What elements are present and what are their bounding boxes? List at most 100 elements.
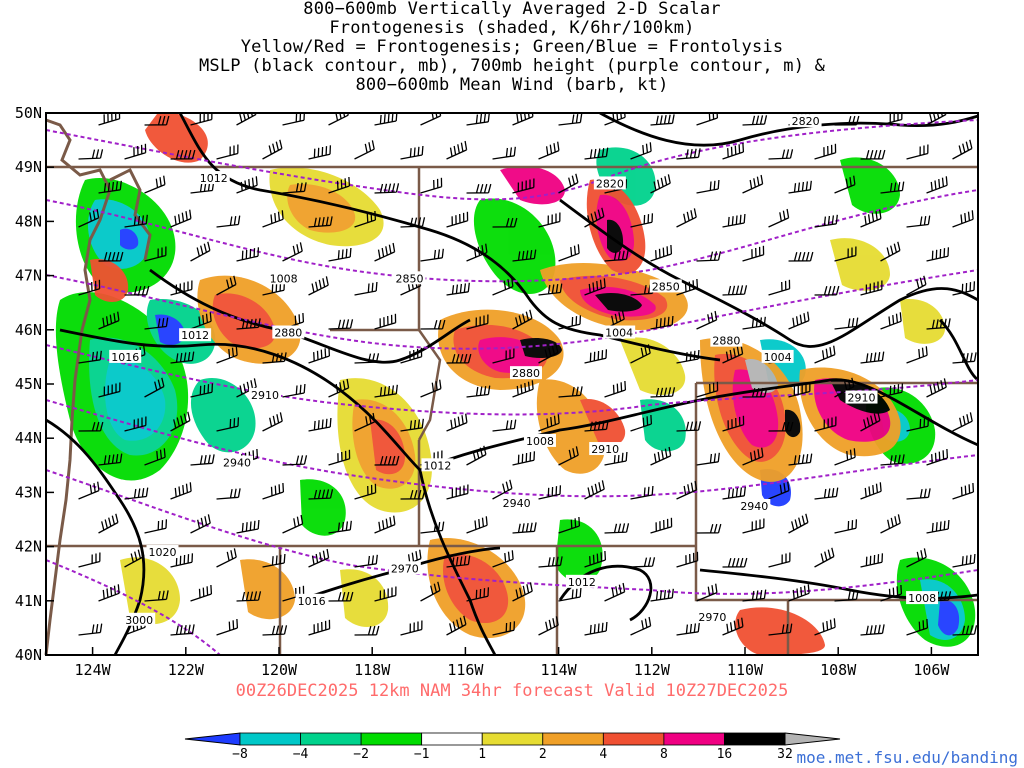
colorbar-label: −4	[292, 747, 309, 762]
height-contour-label: 2940	[740, 500, 768, 513]
height-contour-label: 3000	[125, 614, 153, 627]
wind-barb	[584, 550, 607, 568]
wind-barb	[722, 486, 746, 500]
height-contour-label: 2940	[503, 497, 531, 510]
height-contour-label: 2970	[391, 562, 419, 575]
wind-barb	[466, 516, 488, 534]
wind-barb	[400, 620, 423, 636]
wind-barb	[328, 113, 349, 126]
wind-barb	[834, 448, 856, 466]
wind-barb	[328, 176, 351, 194]
wind-barb	[328, 319, 354, 330]
wind-barb	[860, 482, 882, 500]
wind-barb	[742, 518, 765, 534]
wind-barb	[584, 147, 609, 160]
wind-barb	[236, 318, 261, 330]
wind-barb	[308, 489, 334, 500]
wind-barb	[98, 251, 124, 262]
wind-barb	[814, 214, 838, 228]
wind-barb	[328, 247, 352, 262]
wind-barb	[236, 247, 260, 262]
wind-barb	[328, 520, 352, 534]
wind-barb	[492, 146, 516, 160]
mslp-contour-label-box	[267, 271, 300, 285]
wind-barb	[282, 113, 305, 126]
wind-barb	[880, 454, 905, 466]
height-contour-label-box	[789, 114, 822, 128]
wind-barb	[676, 208, 697, 228]
height-contour-label-box	[249, 387, 282, 401]
wind-barb	[400, 347, 423, 364]
wind-barb	[190, 241, 211, 262]
wind-barb	[768, 421, 794, 432]
wind-barb	[466, 385, 491, 398]
wind-barb	[906, 488, 931, 500]
wind-barb	[216, 275, 237, 296]
wind-barb	[374, 242, 396, 262]
wind-barb	[952, 210, 974, 228]
wind-barb	[584, 349, 608, 364]
wind-barb	[952, 553, 976, 568]
wind-barb	[78, 279, 101, 296]
wind-barb	[788, 584, 810, 602]
wind-barb	[262, 625, 288, 636]
wind-barb	[676, 551, 699, 568]
wind-barb	[512, 582, 533, 602]
wind-barb	[400, 489, 426, 500]
wind-barb	[650, 588, 674, 602]
wind-barb	[282, 242, 303, 262]
mslp-contour-label: 1016	[298, 595, 326, 608]
wind-barb	[834, 317, 859, 330]
wind-barb	[788, 382, 811, 398]
wind-barb	[466, 183, 492, 194]
colorbar-label: 4	[599, 747, 608, 762]
wind-barb	[538, 212, 561, 228]
wind-barb	[788, 453, 813, 466]
wind-barb	[446, 140, 468, 160]
wind-barb	[512, 522, 537, 534]
lat-tick-label: 45N	[15, 375, 42, 393]
wind-barb	[446, 484, 469, 500]
wind-barb	[952, 139, 973, 160]
wind-barb	[788, 513, 809, 534]
wind-barb	[926, 318, 951, 330]
wind-barb	[650, 315, 674, 330]
wind-barb	[144, 590, 169, 602]
wind-barb	[742, 387, 768, 398]
colorbar-label: 8	[659, 747, 668, 762]
wind-barb	[906, 144, 929, 160]
height-contour-label-box	[123, 612, 156, 626]
wind-barb	[768, 208, 790, 228]
wind-barb	[170, 351, 195, 364]
lon-tick-label: 120W	[261, 661, 298, 679]
lon-tick-label: 106W	[913, 661, 950, 679]
wind-barb	[308, 619, 331, 636]
wind-barb	[170, 411, 191, 432]
wind-barb	[190, 181, 215, 194]
wind-barb	[696, 452, 720, 466]
wind-barb	[538, 414, 560, 432]
wind-barb	[906, 275, 927, 296]
wind-barb	[650, 387, 676, 398]
colorbar-label: 2	[538, 747, 547, 762]
wind-barb	[190, 514, 211, 534]
wind-barb	[650, 244, 673, 262]
wind-barb	[584, 278, 606, 296]
wind-barb	[216, 488, 241, 500]
wind-barb	[124, 547, 145, 568]
wind-barb	[512, 178, 535, 194]
mslp-contour-label: 1008	[526, 435, 554, 448]
wind-barb	[742, 115, 768, 126]
wind-barb	[216, 417, 240, 432]
lat-tick-label: 48N	[15, 212, 42, 230]
lat-tick-label: 50N	[15, 104, 42, 122]
wind-barbs	[78, 113, 978, 636]
wind-barb	[926, 247, 950, 262]
wind-barb	[860, 351, 885, 364]
wind-barb	[420, 319, 446, 330]
wind-barb	[558, 516, 581, 534]
wind-barb	[98, 311, 120, 330]
wind-barb	[124, 487, 149, 500]
wind-barb	[722, 285, 748, 296]
